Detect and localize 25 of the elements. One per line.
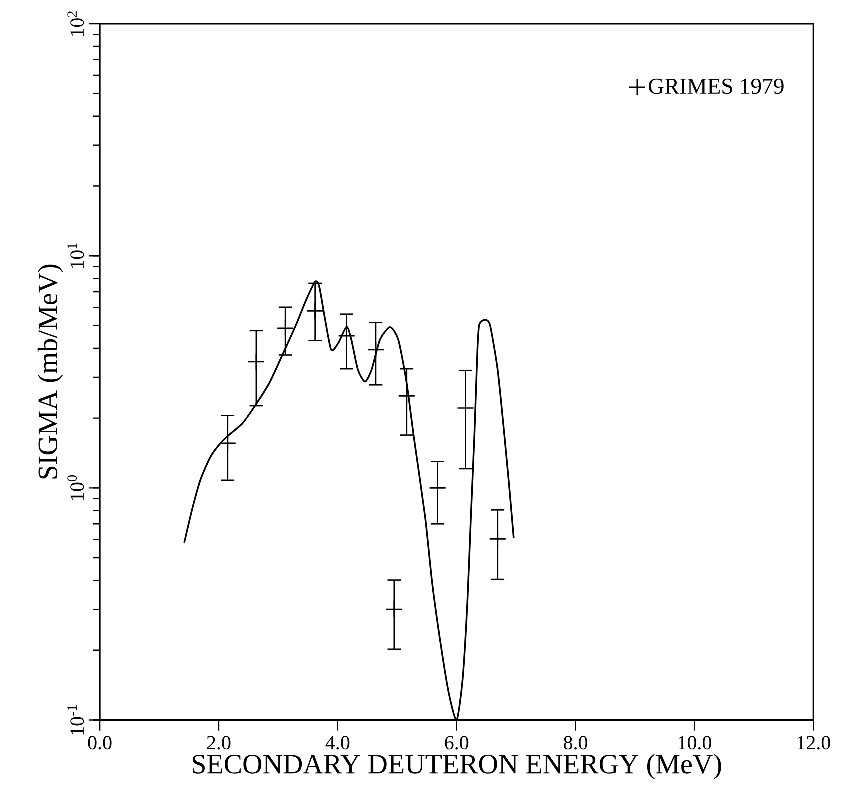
point [306, 302, 324, 320]
x-tick-label: 2.0 [207, 736, 231, 750]
x-tick-label: 0.0 [88, 736, 112, 750]
point [489, 530, 507, 548]
point [248, 353, 266, 371]
x-tick-label: 4.0 [326, 736, 350, 750]
x-tick-label: 6.0 [445, 736, 469, 750]
point [367, 341, 385, 359]
legend-label: GRIMES 1979 [649, 79, 784, 94]
x-tick-label: 12.0 [798, 736, 830, 750]
point [276, 320, 294, 338]
y-tick-label: 10$^{1}$ [68, 244, 84, 268]
point [429, 480, 446, 498]
point [386, 601, 404, 618]
point [457, 400, 474, 418]
point [219, 434, 237, 452]
x-axis-title: SECONDARY DEUTERON ENERGY (MeV) [193, 754, 722, 780]
x-tick-label: 8.0 [564, 736, 588, 750]
point [338, 328, 356, 345]
point [398, 388, 416, 406]
y-axis-title: SIGMA (mb/MeV) [38, 265, 64, 479]
y-tick-label: 10$^{-1}$ [68, 706, 84, 735]
y-tick-label: 10$^{0}$ [68, 476, 84, 500]
y-tick-label: 10$^{2}$ [68, 12, 84, 36]
x-tick-label: 10.0 [678, 736, 712, 750]
